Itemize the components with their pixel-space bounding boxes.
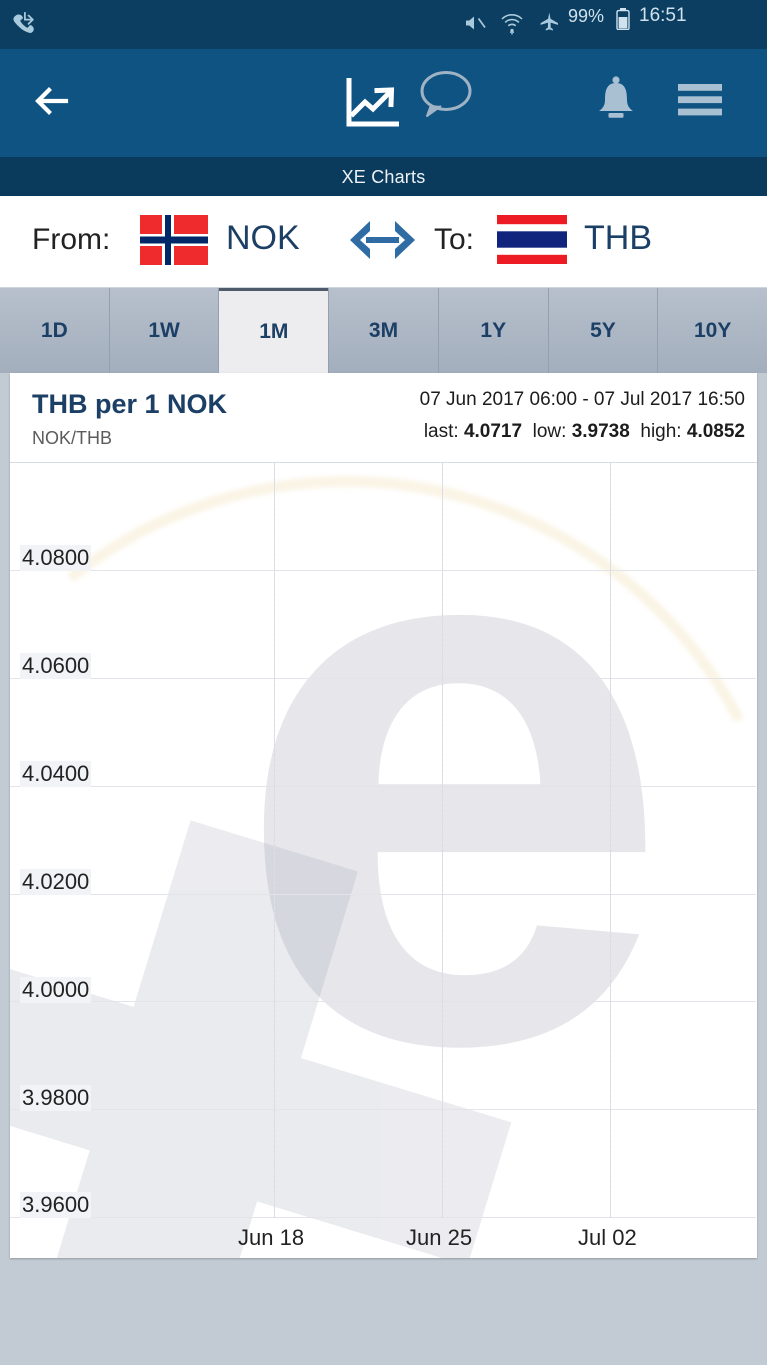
svg-text:e: e xyxy=(233,463,672,1208)
